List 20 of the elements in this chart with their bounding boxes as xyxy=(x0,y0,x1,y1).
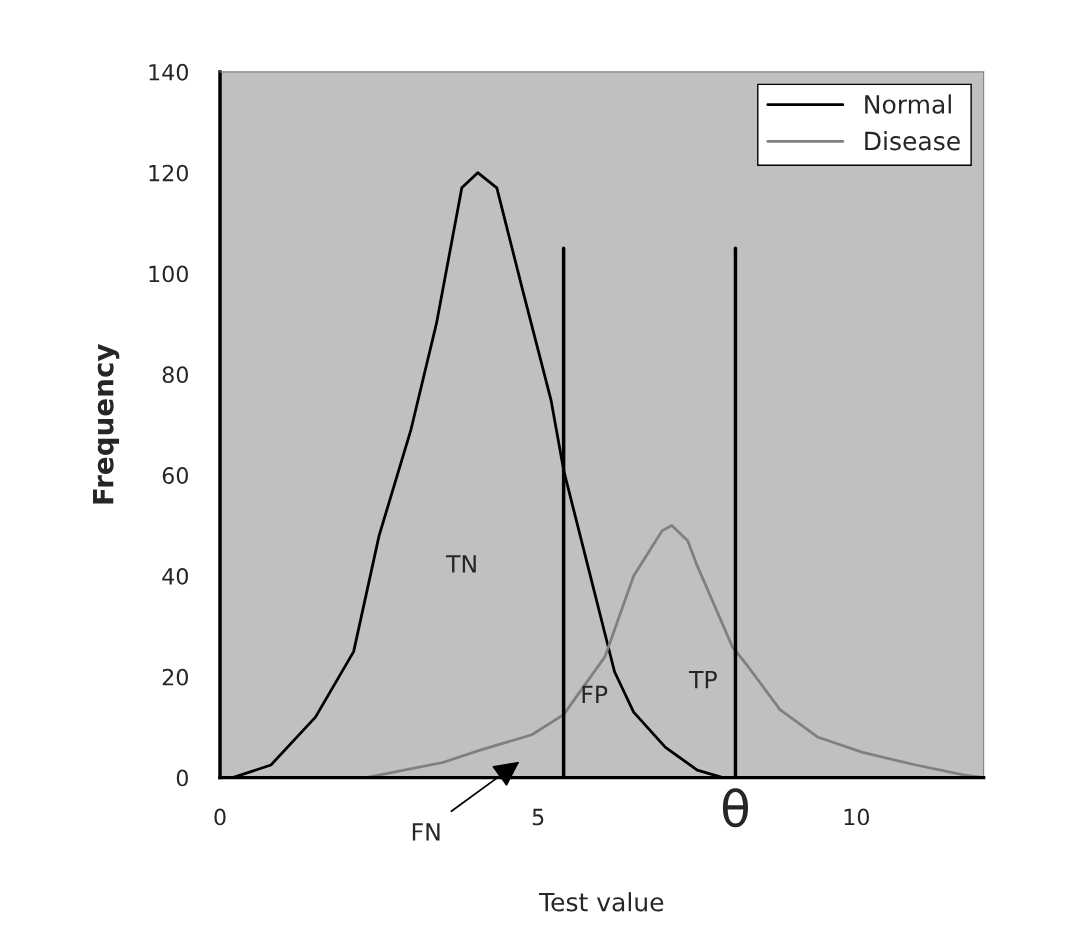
x-tick-label: 5 xyxy=(532,808,544,826)
annotation: TN xyxy=(445,555,476,573)
y-tick-label: 120 xyxy=(149,164,188,182)
y-tick-label: 0 xyxy=(176,769,188,787)
y-tick-label: 140 xyxy=(149,63,188,81)
ref-line-label: θ xyxy=(722,788,749,828)
x-axis-title: Test value xyxy=(539,892,664,912)
y-tick-label: 100 xyxy=(149,265,188,283)
annotation: TP xyxy=(688,670,717,689)
y-tick-label: 20 xyxy=(162,668,188,686)
x-tick-label: 10 xyxy=(844,808,870,826)
legend-label: Disease xyxy=(865,131,960,151)
y-axis-title: Frequency xyxy=(93,343,120,504)
y-tick-label: 60 xyxy=(162,467,188,484)
text: FN xyxy=(412,823,440,841)
y-tick-label: 80 xyxy=(162,366,188,384)
annotation: FP xyxy=(582,685,608,703)
x-tick-label: 0 xyxy=(214,808,226,826)
legend-label: Normal xyxy=(865,94,951,114)
y-tick-label: 40 xyxy=(162,567,188,585)
